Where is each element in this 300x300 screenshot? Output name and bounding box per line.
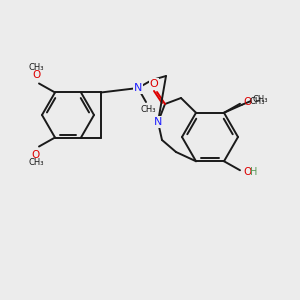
Text: CH₃: CH₃ (252, 95, 268, 104)
Text: O: O (32, 149, 40, 160)
Text: N: N (134, 83, 142, 93)
Text: CH₃: CH₃ (250, 97, 266, 106)
Text: CH₃: CH₃ (28, 63, 44, 72)
Text: O: O (32, 70, 40, 80)
Text: O: O (243, 167, 251, 177)
Text: CH₃: CH₃ (140, 104, 156, 113)
Text: O: O (243, 97, 251, 107)
Text: H: H (250, 167, 257, 177)
Text: N: N (154, 117, 162, 127)
Text: CH₃: CH₃ (28, 158, 44, 167)
Text: O: O (252, 97, 260, 107)
Text: O: O (150, 79, 158, 89)
